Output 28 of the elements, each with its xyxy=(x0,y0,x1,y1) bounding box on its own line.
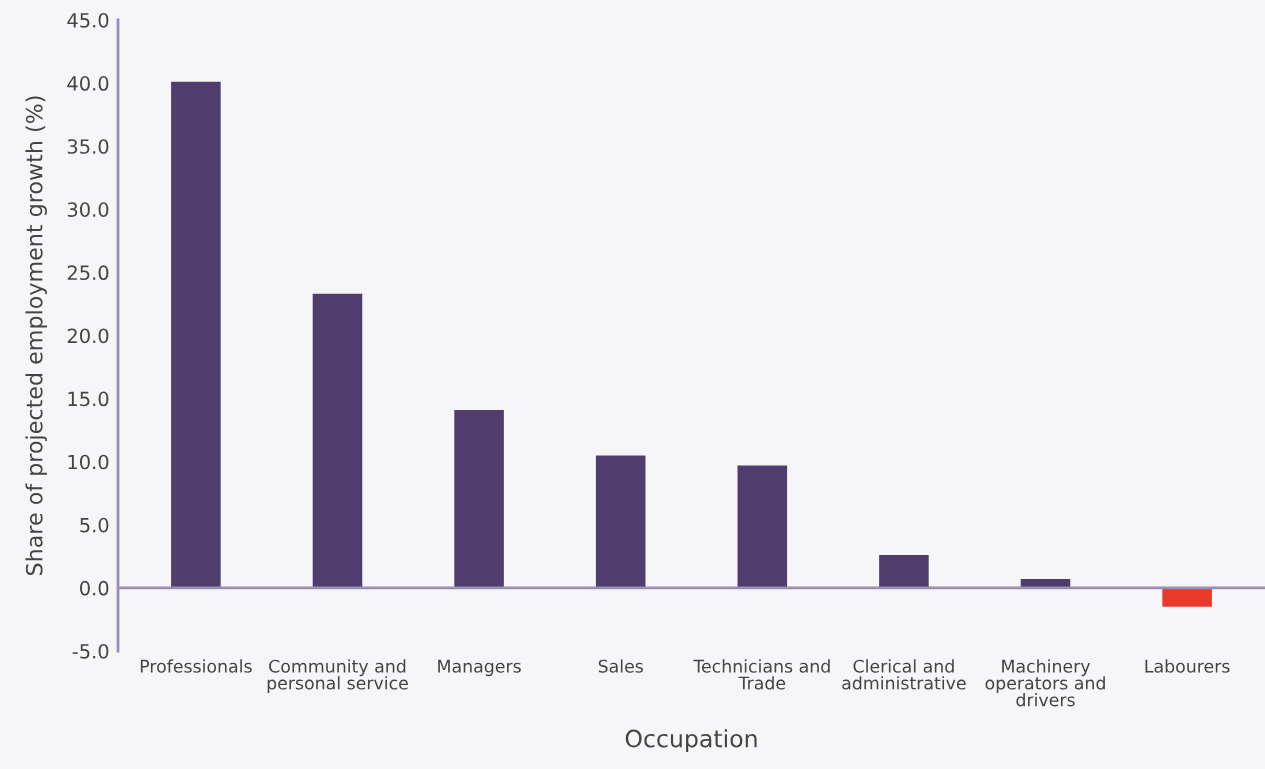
y-tick-label: 35.0 xyxy=(67,139,109,154)
y-tick-label: 10.0 xyxy=(68,454,109,470)
x-tick-label: Clerical and administrative xyxy=(842,659,966,690)
bar xyxy=(595,455,646,588)
y-tick-label: -5.0 xyxy=(72,643,109,659)
x-tick-label: Machinery operators and drivers xyxy=(985,659,1105,707)
x-axis-title: Occupation xyxy=(625,729,757,753)
x-tick-label: Community and personal service xyxy=(267,659,408,693)
y-tick-label: 25.0 xyxy=(67,265,109,281)
y-tick-label: 15.0 xyxy=(68,391,109,407)
y-tick-label: 20.0 xyxy=(67,328,109,344)
x-tick-label: Sales xyxy=(598,659,643,673)
bar xyxy=(879,555,929,588)
bar xyxy=(1162,587,1212,607)
bar xyxy=(312,293,363,588)
x-tick-label: Managers xyxy=(438,659,521,677)
x-tick-label: Labourers xyxy=(1145,659,1230,673)
bar xyxy=(171,81,221,588)
bar xyxy=(737,465,788,588)
y-tick-label: 0.0 xyxy=(80,580,109,596)
x-tick-label: Professionals xyxy=(140,659,252,673)
bar xyxy=(454,409,504,588)
y-tick-label: 45.0 xyxy=(67,12,109,28)
x-tick-label: Technicians and Trade xyxy=(693,659,830,690)
y-axis-title: Share of projected employment growth (%) xyxy=(25,96,47,576)
y-tick-label: 30.0 xyxy=(67,202,109,217)
y-tick-label: 5.0 xyxy=(80,517,109,533)
y-tick-label: 40.0 xyxy=(67,76,109,91)
